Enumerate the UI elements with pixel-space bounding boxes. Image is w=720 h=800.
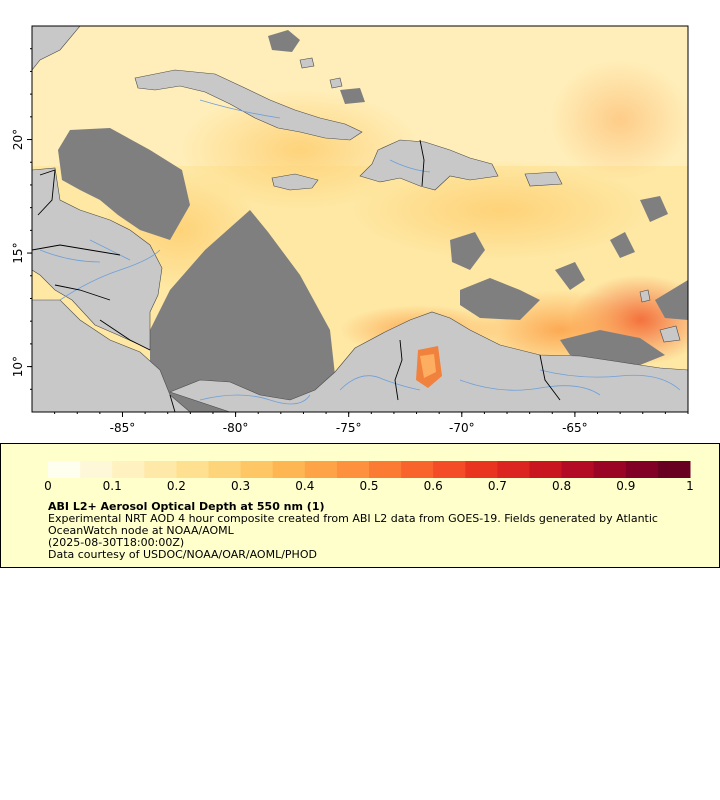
colorbar-tick-label: 0.2 [167, 479, 186, 493]
colorbar-swatch [304, 461, 338, 478]
y-tick-label: 10° [11, 356, 25, 377]
legend-text: ABI L2+ Aerosol Optical Depth at 550 nm … [48, 501, 688, 561]
legend-time: (2025-08-30T18:00:00Z) [48, 536, 185, 549]
colorbar-tick-label: 0 [44, 479, 52, 493]
legend-title: ABI L2+ Aerosol Optical Depth at 550 nm … [48, 500, 325, 513]
latitude-axis: 20° 15° 10° [11, 48, 32, 390]
colorbar-swatch [625, 461, 659, 478]
colorbar-tick-label: 0.1 [103, 479, 122, 493]
x-tick-label: -75° [336, 421, 362, 435]
colorbar-swatch [465, 461, 498, 478]
puerto-rico [524, 171, 563, 187]
colorbar-swatch [112, 461, 145, 478]
nodata-mask [35, 28, 688, 412]
colorbar-tick-label: 1 [686, 479, 694, 493]
colorbar-swatch [529, 461, 563, 478]
colorbar-swatch [593, 461, 627, 478]
map-raster [32, 26, 688, 412]
colorbar-swatch [561, 461, 595, 478]
rivers [39, 99, 681, 405]
colorbar-ticks: 0 0.1 0.2 0.3 0.4 0.5 0.6 0.7 0.8 0.9 1 [44, 479, 694, 493]
colorbar-swatch [144, 461, 177, 478]
x-tick-label: -80° [223, 421, 249, 435]
colorbar-swatch [176, 461, 209, 478]
colorbar-swatch [369, 461, 402, 478]
colorbar-tick-label: 0.9 [616, 479, 635, 493]
legend-description: Experimental NRT AOD 4 hour composite cr… [48, 512, 658, 537]
colorbar-swatch [657, 461, 691, 478]
longitude-axis: -85° -80° -75° -70° -65° [54, 412, 689, 435]
colorbar-tick-label: 0.5 [359, 479, 378, 493]
central-america [32, 167, 163, 351]
colorbar: 0 0.1 0.2 0.3 0.4 0.5 0.6 0.7 0.8 0.9 1 [44, 461, 694, 493]
colorbar-tick-label: 0.6 [424, 479, 443, 493]
x-tick-label: -70° [449, 421, 475, 435]
jamaica [271, 173, 319, 191]
colorbar-swatch [208, 461, 242, 478]
map-frame-border [31, 25, 689, 413]
colorbar-swatch [80, 461, 113, 478]
x-tick-label: -85° [110, 421, 136, 435]
colorbar-swatch [48, 461, 81, 478]
colorbar-tick-label: 0.8 [552, 479, 571, 493]
y-tick-label: 20° [11, 129, 25, 150]
colorbar-swatch [240, 461, 274, 478]
colorbar-swatch [272, 461, 306, 478]
colorbar-tick-label: 0.4 [295, 479, 314, 493]
x-tick-label: -65° [562, 421, 588, 435]
cuba [134, 69, 363, 141]
colorbar-tick-label: 0.7 [488, 479, 507, 493]
y-tick-label: 15° [11, 242, 25, 263]
colorbar-swatch [336, 461, 370, 478]
colorbar-swatches [48, 461, 691, 478]
hispaniola [359, 139, 499, 191]
legend-credit: Data courtesy of USDOC/NOAA/OAR/AOML/PHO… [48, 548, 317, 561]
aod-map: -85° -80° -75° -70° -65° 20° 15° 10° [11, 25, 689, 435]
colorbar-swatch [433, 461, 466, 478]
country-borders [32, 139, 561, 412]
colorbar-swatch [497, 461, 530, 478]
legend-panel: 0 0.1 0.2 0.3 0.4 0.5 0.6 0.7 0.8 0.9 1 ABI L2+ Ae… [0, 443, 720, 568]
map-panel: -85° -80° -75° -70° -65° 20° 15° 10° [11, 25, 689, 435]
colorbar-swatch [401, 461, 434, 478]
colorbar-tick-label: 0.3 [231, 479, 250, 493]
